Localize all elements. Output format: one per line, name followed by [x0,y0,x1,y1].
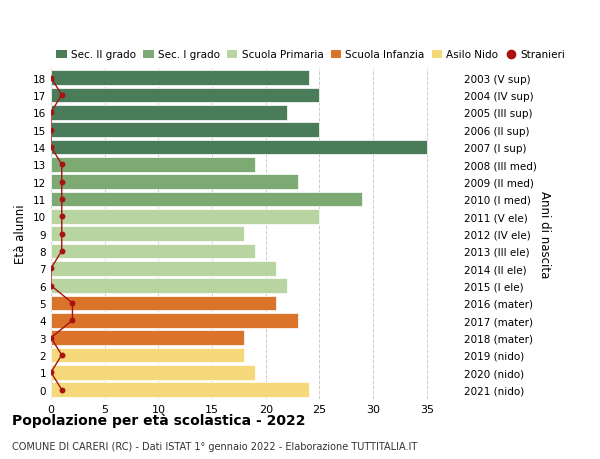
Bar [51,175,298,190]
Bar [51,365,255,380]
Point [46,144,56,151]
Point [46,282,56,290]
Bar [51,261,277,276]
Bar [51,227,244,241]
Point [57,386,67,393]
Bar [51,279,287,293]
Point [68,300,77,307]
Bar [51,71,308,86]
Bar [51,209,319,224]
Bar [51,244,255,259]
Legend: Sec. II grado, Sec. I grado, Scuola Primaria, Scuola Infanzia, Asilo Nido, Stran: Sec. II grado, Sec. I grado, Scuola Prim… [56,50,565,60]
Bar [51,192,362,207]
Bar [51,313,298,328]
Point [57,196,67,203]
Text: Popolazione per età scolastica - 2022: Popolazione per età scolastica - 2022 [12,413,305,428]
Text: COMUNE DI CARERI (RC) - Dati ISTAT 1° gennaio 2022 - Elaborazione TUTTITALIA.IT: COMUNE DI CARERI (RC) - Dati ISTAT 1° ge… [12,441,417,451]
Point [57,161,67,168]
Bar [51,348,244,363]
Y-axis label: Età alunni: Età alunni [14,204,28,264]
Point [57,248,67,255]
Bar [51,88,319,103]
Point [46,334,56,341]
Point [57,213,67,220]
Bar [51,382,308,397]
Point [57,92,67,99]
Point [46,109,56,117]
Bar [51,106,287,120]
Point [46,265,56,272]
Point [57,179,67,186]
Point [46,369,56,376]
Bar [51,330,244,345]
Bar [51,296,277,311]
Point [57,352,67,359]
Point [57,230,67,238]
Bar [51,123,319,138]
Point [46,127,56,134]
Bar [51,157,255,172]
Y-axis label: Anni di nascita: Anni di nascita [538,190,551,278]
Point [68,317,77,324]
Bar [51,140,427,155]
Point [46,75,56,82]
